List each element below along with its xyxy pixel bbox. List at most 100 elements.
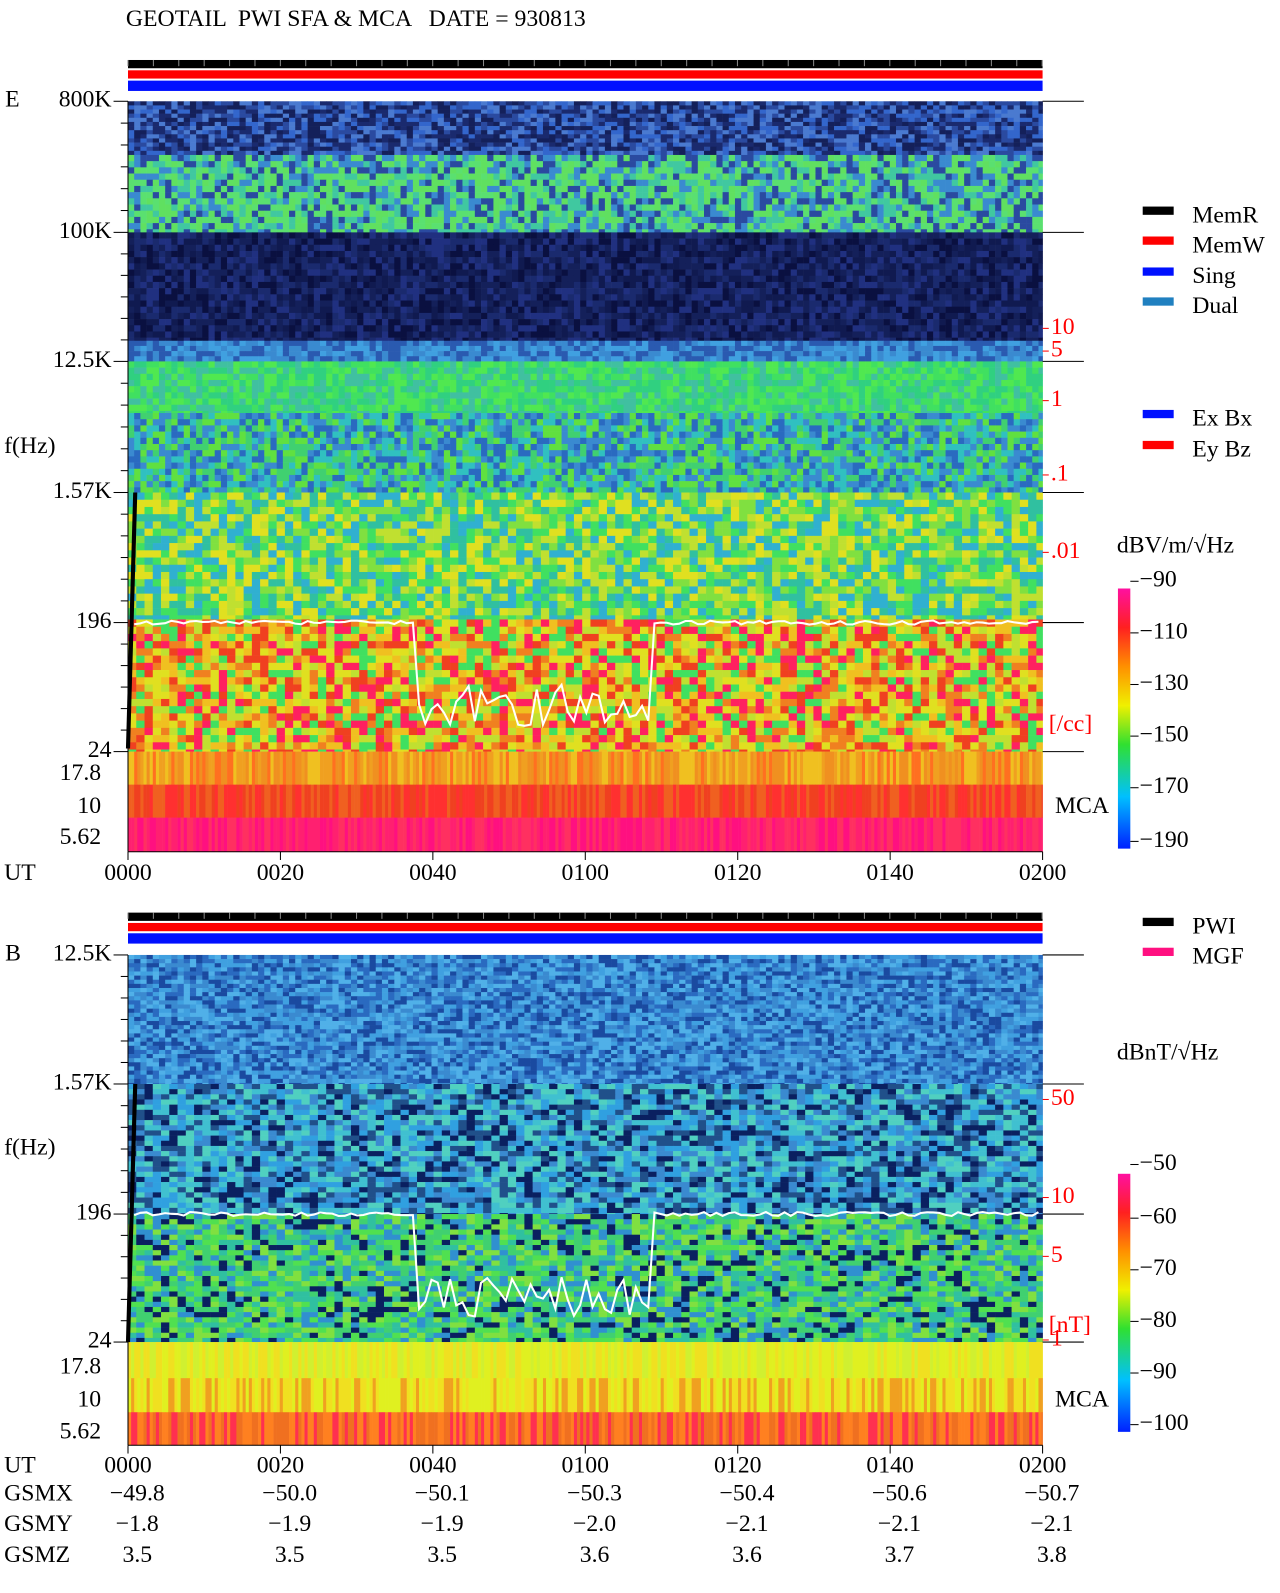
spectrogram-cell bbox=[697, 130, 705, 135]
spectrogram-cell bbox=[332, 109, 339, 114]
spectrogram-cell bbox=[462, 101, 469, 106]
spectrogram-cell bbox=[926, 142, 934, 148]
spectrogram-cell bbox=[920, 167, 928, 174]
spectrogram-cell bbox=[350, 232, 358, 239]
spectrogram-cell bbox=[1001, 232, 1008, 239]
spectrogram-cell bbox=[846, 117, 853, 123]
spectrogram-cell bbox=[493, 250, 500, 258]
spectrogram-cell bbox=[883, 121, 891, 127]
spectrogram-cell bbox=[332, 126, 339, 131]
spectrogram-cell bbox=[1032, 232, 1039, 239]
spectrogram-cell bbox=[394, 257, 401, 264]
spectrogram-cell bbox=[834, 210, 841, 218]
spectrogram-cell bbox=[158, 173, 166, 181]
spectrogram-cell bbox=[604, 263, 612, 270]
spectrogram-cell bbox=[326, 210, 333, 218]
spectrogram-cell bbox=[734, 101, 742, 106]
spectrogram-cell bbox=[512, 146, 519, 152]
spectrogram-cell bbox=[580, 146, 587, 152]
spectrogram-cell bbox=[400, 210, 408, 218]
spectrogram-cell bbox=[158, 238, 166, 246]
spectrogram-cell bbox=[629, 130, 637, 135]
spectrogram-cell bbox=[871, 138, 878, 143]
spectrogram-cell bbox=[865, 117, 872, 123]
spectrogram-cell bbox=[487, 210, 494, 218]
spectrogram-cell bbox=[772, 232, 779, 239]
spectrogram-cell bbox=[803, 204, 810, 212]
spectrogram-cell bbox=[840, 244, 847, 252]
spectrogram-cell bbox=[189, 204, 197, 212]
spectrogram-cell bbox=[939, 173, 946, 181]
spectrogram-cell bbox=[697, 173, 705, 181]
spectrogram-cell bbox=[796, 117, 804, 123]
spectrogram-cell bbox=[623, 223, 630, 230]
spectrogram-cell bbox=[821, 244, 829, 252]
spectrogram-cell bbox=[450, 179, 457, 187]
spectrogram-cell bbox=[846, 134, 853, 139]
spectrogram-cell bbox=[926, 257, 934, 264]
spectrogram-cell bbox=[177, 138, 185, 143]
spectrogram-cell bbox=[902, 146, 909, 152]
spectrogram-cell bbox=[945, 138, 953, 143]
spectrogram-cell bbox=[128, 161, 135, 168]
spectrogram-cell bbox=[1019, 179, 1027, 187]
spectrogram-cell bbox=[282, 146, 290, 152]
spectrogram-cell bbox=[276, 161, 284, 168]
spectrogram-cell bbox=[648, 238, 655, 246]
spectrogram-cell bbox=[883, 210, 891, 218]
spectrogram-cell bbox=[270, 105, 277, 110]
spectrogram-cell bbox=[158, 185, 166, 193]
spectrogram-cell bbox=[697, 161, 705, 168]
spectrogram-cell bbox=[1001, 244, 1008, 252]
spectrogram-cell bbox=[518, 101, 525, 106]
spectrogram-cell bbox=[505, 113, 513, 119]
spectrogram-cell bbox=[140, 229, 147, 233]
spectrogram-cell bbox=[765, 161, 773, 168]
spectrogram-cell bbox=[338, 223, 346, 230]
spectrogram-cell bbox=[493, 146, 500, 152]
spectrogram-cell bbox=[778, 101, 785, 106]
spectrogram-cell bbox=[487, 138, 494, 143]
spectrogram-cell bbox=[834, 142, 841, 148]
spectrogram-cell bbox=[561, 167, 569, 174]
spectrogram-cell bbox=[363, 275, 370, 283]
spectrogram-cell bbox=[542, 179, 550, 187]
spectrogram-cell bbox=[803, 167, 810, 174]
spectrogram-cell bbox=[741, 192, 748, 199]
spectrogram-cell bbox=[301, 113, 308, 119]
spectrogram-cell bbox=[220, 216, 228, 224]
spectrogram-cell bbox=[790, 257, 798, 264]
spectrogram-cell bbox=[747, 238, 754, 246]
spectrogram-cell bbox=[171, 257, 178, 264]
spectrogram-cell bbox=[821, 232, 829, 239]
spectrogram-cell bbox=[697, 154, 705, 162]
spectrogram-cell bbox=[227, 109, 234, 114]
spectrogram-cell bbox=[852, 257, 860, 264]
spectrogram-cell bbox=[920, 179, 928, 187]
spectrogram-cell bbox=[1026, 150, 1033, 156]
spectrogram-cell bbox=[487, 117, 494, 123]
spectrogram-cell bbox=[945, 142, 953, 148]
spectrogram-cell bbox=[443, 185, 451, 193]
spectrogram-cell bbox=[542, 216, 550, 224]
spectrogram-cell bbox=[629, 216, 637, 224]
spectrogram-cell bbox=[796, 216, 804, 224]
spectrogram-cell bbox=[332, 198, 339, 205]
spectrogram-cell bbox=[301, 173, 308, 181]
spectrogram-cell bbox=[778, 167, 785, 174]
spectrogram-cell bbox=[889, 210, 897, 218]
spectrogram-cell bbox=[741, 134, 748, 139]
spectrogram-cell bbox=[611, 161, 618, 168]
spectrogram-cell bbox=[908, 142, 915, 148]
spectrogram-cell bbox=[858, 142, 866, 148]
spectrogram-cell bbox=[988, 167, 996, 174]
spectrogram-cell bbox=[505, 223, 513, 230]
spectrogram-cell bbox=[840, 161, 847, 168]
spectrogram-cell bbox=[567, 210, 575, 218]
spectrogram-cell bbox=[177, 269, 185, 277]
spectrogram-cell bbox=[753, 192, 761, 199]
spectrogram-cell bbox=[400, 257, 408, 264]
spectrogram-cell bbox=[604, 117, 612, 123]
spectrogram-cell bbox=[691, 121, 699, 127]
spectrogram-cell bbox=[759, 216, 767, 224]
